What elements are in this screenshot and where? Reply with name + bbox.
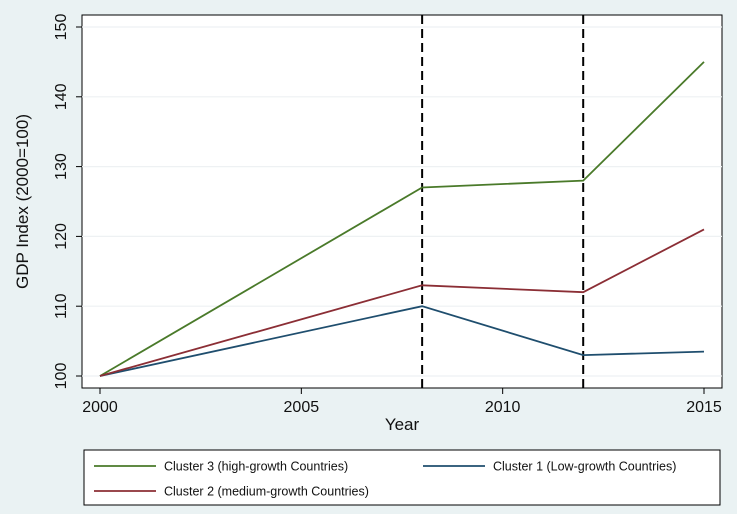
series-line-1 <box>99 61 705 377</box>
series-group <box>99 61 705 377</box>
series-line-2 <box>99 305 705 377</box>
x-axis-title: Year <box>385 415 420 434</box>
y-axis: 100 110 120 130 140 150 <box>53 14 82 390</box>
series-line-3 <box>99 228 705 377</box>
gridlines <box>82 26 722 377</box>
legend-label-2: Cluster 1 (Low-growth Countries) <box>493 460 676 474</box>
plot-area <box>81 14 723 389</box>
legend: Cluster 3 (high-growth Countries) Cluster… <box>83 449 721 506</box>
x-tick-label: 2010 <box>485 399 521 416</box>
legend-label-3: Cluster 2 (medium-growth Countries) <box>164 485 369 499</box>
x-tick-label: 2015 <box>686 399 722 416</box>
y-tick-label: 130 <box>53 153 70 180</box>
y-tick-label: 100 <box>53 363 70 390</box>
x-axis: 2000 2005 2010 2015 <box>82 388 722 416</box>
y-tick-label: 120 <box>53 223 70 250</box>
legend-box <box>83 449 721 506</box>
y-axis-title: GDP Index (2000=100) <box>13 114 32 289</box>
y-tick-label: 140 <box>53 83 70 110</box>
y-tick-label: 110 <box>53 293 70 319</box>
legend-label-1: Cluster 3 (high-growth Countries) <box>164 460 348 474</box>
x-tick-label: 2005 <box>284 399 320 416</box>
reference-lines <box>421 15 585 388</box>
x-tick-label: 2000 <box>82 399 118 416</box>
y-tick-label: 150 <box>53 14 70 41</box>
